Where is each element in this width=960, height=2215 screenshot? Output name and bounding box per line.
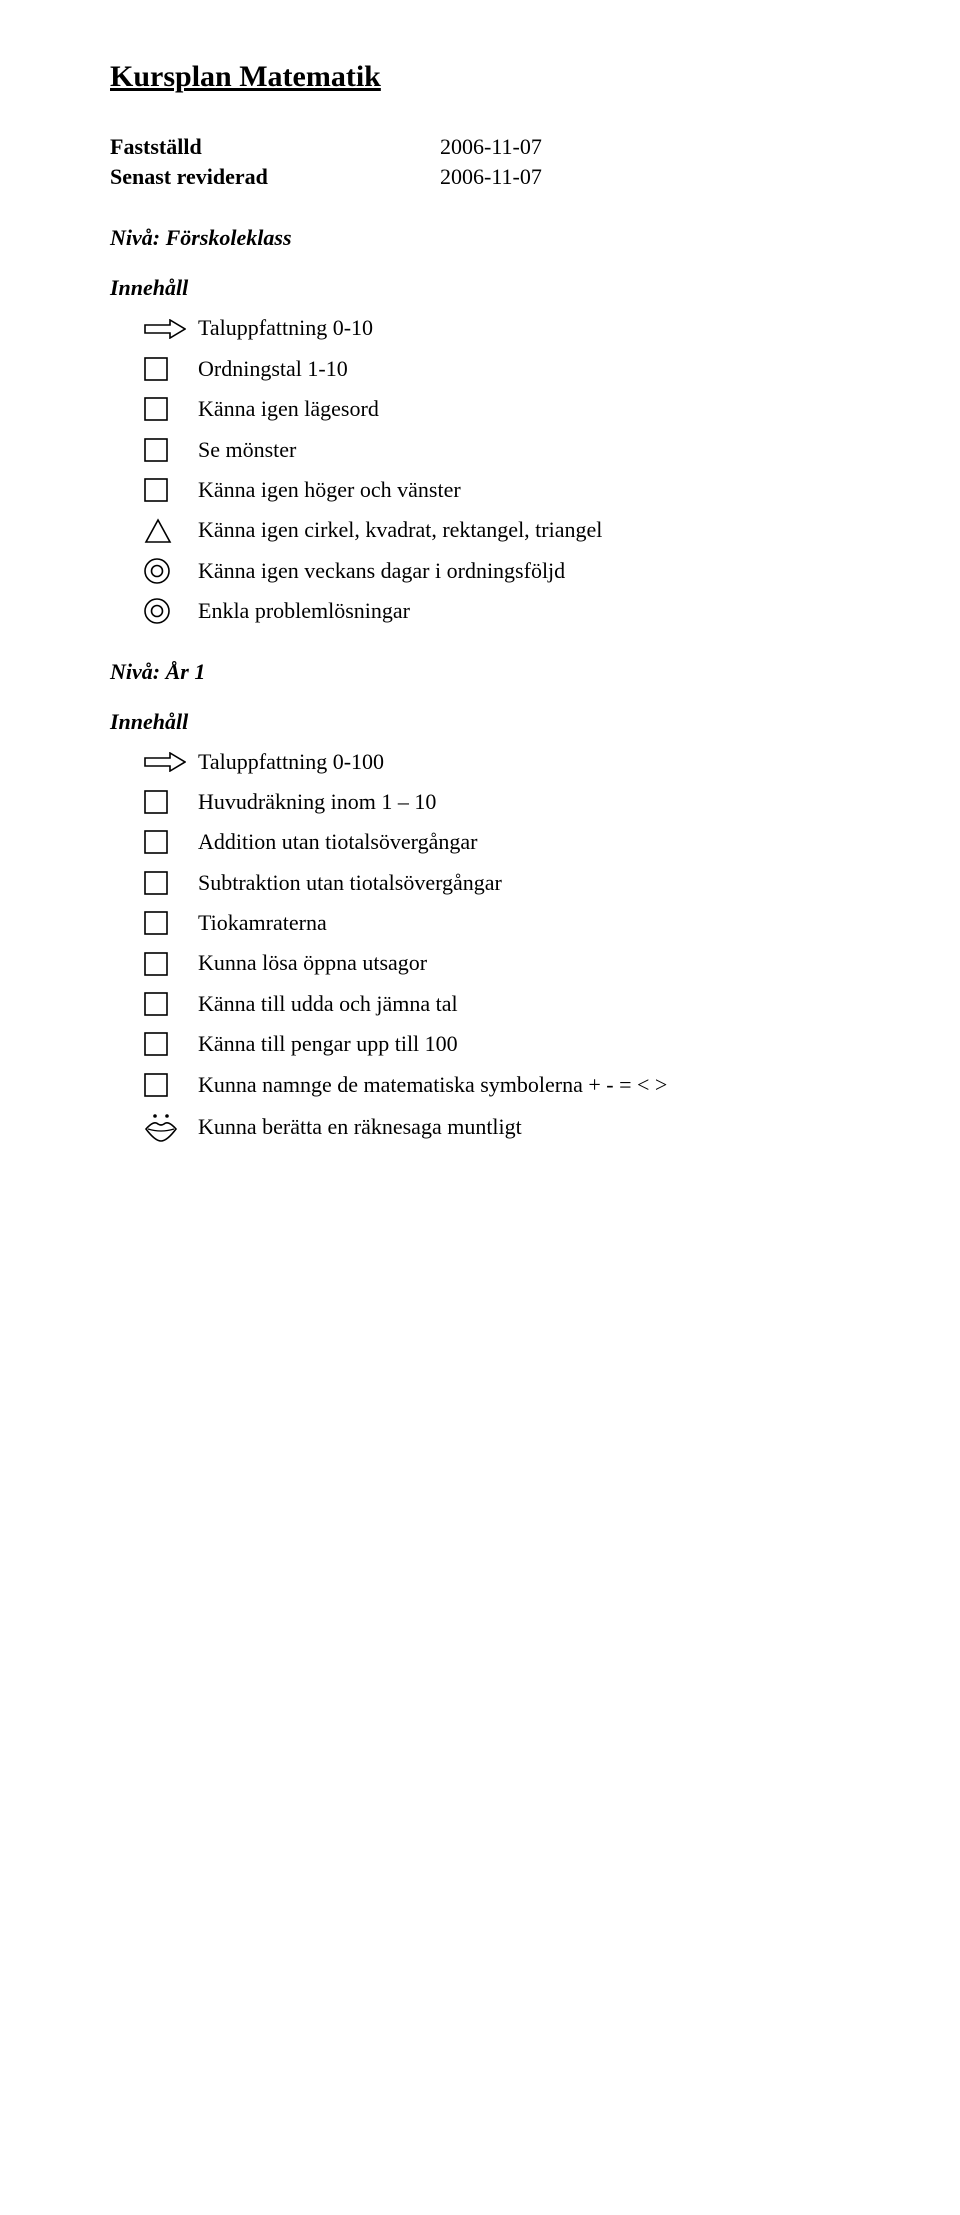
list-item-text: Taluppfattning 0-10 — [190, 315, 373, 341]
square-icon — [144, 952, 190, 976]
arrow-icon — [144, 319, 190, 339]
mouth-item-group: Kunna berätta en räknesaga muntligt — [110, 1112, 850, 1142]
list-item-text: Subtraktion utan tiotalsövergångar — [190, 870, 502, 896]
list-item: Addition utan tiotalsövergångar — [144, 829, 850, 855]
list-item: Subtraktion utan tiotalsövergångar — [144, 870, 850, 896]
double-circle-item-group: Känna igen veckans dagar i ordningsföljd… — [110, 558, 850, 625]
list-item: Huvudräkning inom 1 – 10 — [144, 789, 850, 815]
triangle-icon — [144, 518, 190, 544]
mouth-icon — [144, 1112, 190, 1142]
list-item: Känna igen lägesord — [144, 396, 850, 422]
section-label-innehall: Innehåll — [110, 275, 850, 301]
square-icon — [144, 397, 190, 421]
meta-row-reviderad: Senast reviderad 2006-11-07 — [110, 162, 850, 192]
list-item: Känna till udda och jämna tal — [144, 991, 850, 1017]
list-item-text: Känna igen lägesord — [190, 396, 379, 422]
double-circle-icon — [144, 558, 190, 584]
square-icon — [144, 830, 190, 854]
list-item-text: Kunna namnge de matematiska symbolerna +… — [190, 1072, 667, 1098]
double-circle-icon — [144, 598, 190, 624]
list-item: Kunna lösa öppna utsagor — [144, 950, 850, 976]
square-item-group: Huvudräkning inom 1 – 10 Addition utan t… — [110, 789, 850, 1098]
list-item-text: Huvudräkning inom 1 – 10 — [190, 789, 436, 815]
level-heading-forskoleklass: Nivå: Förskoleklass — [110, 225, 850, 251]
page: Kursplan Matematik Fastställd 2006-11-07… — [0, 0, 960, 1216]
square-icon — [144, 871, 190, 895]
list-item: Tiokamraterna — [144, 910, 850, 936]
list-item: Känna igen höger och vänster — [144, 477, 850, 503]
triangle-item-group: Känna igen cirkel, kvadrat, rektangel, t… — [110, 517, 850, 543]
arrow-icon — [144, 752, 190, 772]
meta-value: 2006-11-07 — [440, 132, 542, 162]
list-item: Taluppfattning 0-10 — [144, 315, 850, 341]
list-item-text: Kunna lösa öppna utsagor — [190, 950, 427, 976]
list-item-text: Addition utan tiotalsövergångar — [190, 829, 477, 855]
square-icon — [144, 357, 190, 381]
list-item-text: Ordningstal 1-10 — [190, 356, 348, 382]
square-icon — [144, 1073, 190, 1097]
square-icon — [144, 992, 190, 1016]
list-item-text: Känna igen veckans dagar i ordningsföljd — [190, 558, 565, 584]
list-item-text: Kunna berätta en räknesaga muntligt — [190, 1114, 522, 1140]
square-icon — [144, 911, 190, 935]
section-label-innehall: Innehåll — [110, 709, 850, 735]
list-item-text: Känna till pengar upp till 100 — [190, 1031, 458, 1057]
list-item: Ordningstal 1-10 — [144, 356, 850, 382]
list-item: Taluppfattning 0-100 — [144, 749, 850, 775]
list-item: Enkla problemlösningar — [144, 598, 850, 624]
list-item: Kunna berätta en räknesaga muntligt — [144, 1112, 850, 1142]
square-icon — [144, 438, 190, 462]
list-item-text: Taluppfattning 0-100 — [190, 749, 384, 775]
list-item: Kunna namnge de matematiska symbolerna +… — [144, 1072, 850, 1098]
meta-value: 2006-11-07 — [440, 162, 542, 192]
list-item: Se mönster — [144, 437, 850, 463]
square-icon — [144, 478, 190, 502]
list-item-text: Tiokamraterna — [190, 910, 327, 936]
list-item-text: Enkla problemlösningar — [190, 598, 410, 624]
level-heading-ar1: Nivå: År 1 — [110, 659, 850, 685]
list-item-text: Känna till udda och jämna tal — [190, 991, 458, 1017]
arrow-item-group: Taluppfattning 0-100 — [110, 749, 850, 775]
list-item-text: Se mönster — [190, 437, 296, 463]
list-item: Känna igen cirkel, kvadrat, rektangel, t… — [144, 517, 850, 543]
list-item-text: Känna igen höger och vänster — [190, 477, 461, 503]
square-item-group: Ordningstal 1-10 Känna igen lägesord Se … — [110, 356, 850, 504]
meta-row-faststalld: Fastställd 2006-11-07 — [110, 132, 850, 162]
square-icon — [144, 790, 190, 814]
meta-block: Fastställd 2006-11-07 Senast reviderad 2… — [110, 132, 850, 191]
document-title: Kursplan Matematik — [110, 60, 850, 94]
list-item: Känna till pengar upp till 100 — [144, 1031, 850, 1057]
list-item: Känna igen veckans dagar i ordningsföljd — [144, 558, 850, 584]
arrow-item-group: Taluppfattning 0-10 — [110, 315, 850, 341]
meta-label: Fastställd — [110, 132, 440, 162]
list-item-text: Känna igen cirkel, kvadrat, rektangel, t… — [190, 517, 602, 543]
square-icon — [144, 1032, 190, 1056]
meta-label: Senast reviderad — [110, 162, 440, 192]
